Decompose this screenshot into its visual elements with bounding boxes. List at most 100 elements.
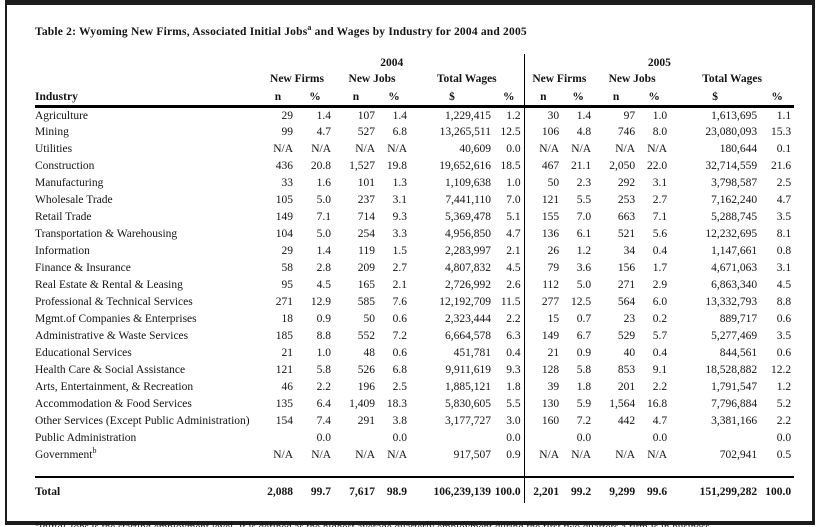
industry-label: Agriculture [35,109,89,122]
cell-2004-jobs-pct: 2.1 [392,279,407,291]
table-row: Other Services (Except Public Administra… [35,412,794,430]
cell-2005-firms-n: 130 [523,395,563,413]
cell-2004-jobs-n: 527 [357,126,375,138]
cell-2005-firms-n: 121 [523,191,563,209]
cell-2005-firms-pct: 4.8 [576,126,592,138]
cell-2004-wages: 1,229,415 [445,109,491,122]
title-text: Table 2: Wyoming New Firms, Associated I… [35,26,308,38]
cell-2005-jobs-pct: 2.2 [652,381,668,393]
cell-2004-firms-n [260,430,296,447]
cell-2004-jobs-n: 50 [363,313,376,325]
industry-label: Mgmt.of Companies & Enterprises [35,313,197,325]
cell-2005-firms-pct: 1.8 [576,381,592,393]
cell-2004-wages-pct: 5.5 [506,398,521,410]
cell-2005-jobs-pct: 7.1 [652,211,668,223]
cell-2004-wages-pct: 1.8 [506,381,521,393]
table-row: Governmentb N/A N/A N/A N/A 917,507 0.9 … [35,446,794,464]
cell-2005-wages-pct: 2.2 [776,415,792,427]
industry-cell: Finance & Insurance [35,260,260,277]
group-header-2004-total-wages: Total Wages [436,73,497,85]
cell-2004-jobs-pct: 7.2 [392,330,407,342]
cell-2005-jobs-pct: 2.7 [652,194,668,206]
cell-2005-jobs-pct: 0.0 [652,432,668,444]
industry-cell: Governmentb [35,447,260,464]
cell-2005-jobs-n: 853 [617,364,636,376]
cell-2004-jobs-n: 1,409 [349,398,375,410]
table-row: Educational Services 21 1.0 48 0.6 451,7… [35,344,794,362]
industry-cell: Retail Trade [35,209,260,226]
cell-2005-firms-n: 160 [523,412,563,430]
industry-cell: Mgmt.of Companies & Enterprises [35,311,260,328]
cell-2005-wages-pct: 0.6 [776,347,792,359]
cell-2005-jobs-n: 201 [617,381,636,393]
cell-2005-firms-pct: 5.9 [576,398,592,410]
spacer-row [35,463,795,477]
cell-2005-wages: 844,561 [719,347,758,359]
cell-2004-firms-pct: 1.6 [316,177,331,189]
group-header-row: New Firms New Jobs Total Wages New Firms… [35,69,794,85]
industry-cell: Educational Services [35,345,260,362]
cell-2004-jobs-n: N/A [355,143,375,155]
cell-2004-jobs-pct: 1.3 [392,177,407,189]
cell-2004-wages-pct: 6.3 [506,330,521,342]
spacer-cell [35,464,524,477]
group-header-2005-total-wages: Total Wages [702,73,762,85]
title-text-suffix: and Wages by Industry for 2004 and 2005 [311,26,527,38]
cell-2004-wages: 5,369,478 [445,211,491,223]
cell-2004-firms-n: 436 [275,160,293,172]
group-header-2004-new-jobs: New Jobs [348,73,396,85]
cell-2004-jobs-pct: 1.4 [392,109,407,122]
cell-2005-wages: 13,332,793 [705,296,758,308]
table-row: Mining 99 4.7 527 6.8 13,265,511 12.5 10… [35,123,794,141]
cell-2005-jobs-pct: 0.4 [652,245,668,257]
cell-2004-firms-n: 104 [275,228,293,240]
cell-2005-wages-pct: 8.8 [776,296,792,308]
cell-2004-wages: 2,323,444 [445,313,491,325]
footnote-a-italic: Initial Jobs [38,520,89,527]
industry-label: Manufacturing [35,177,104,189]
cell-2004-wages-pct: 2.2 [506,313,521,325]
cell-2004-firms-n: 149 [275,211,293,223]
cell-2005-firms-n: 39 [523,378,563,396]
industry-label: Other Services (Except Public Administra… [35,415,250,427]
column-header-2005-firms-n: n [523,85,563,108]
cell-2004-jobs-pct: 2.7 [392,262,407,274]
cell-2005-jobs-pct: 22.0 [646,160,668,172]
cell-2005-jobs-pct: 3.1 [652,177,668,189]
cell-2004-wages-pct: 2.1 [506,245,521,257]
column-header-2005-firms-pct: % [562,85,595,108]
cell-2005-jobs-n: 253 [617,194,636,206]
cell-2004-firms-n: 58 [281,262,294,274]
cell-2004-jobs-pct: 2.5 [392,381,407,393]
column-header-2005-jobs-n: n [594,85,639,108]
year-header-2005: 2005 [523,54,795,69]
industry-label: Retail Trade [35,211,92,223]
cell-2004-firms-pct: 4.5 [316,279,331,291]
cell-2005-jobs-pct: 5.6 [652,228,668,240]
cell-2005-jobs-n: 292 [617,177,636,189]
cell-2004-firms-pct: 5.0 [316,228,331,240]
cell-2005-firms-n: 467 [523,157,563,175]
cell-2005-firms-pct: 2.3 [576,177,592,189]
cell-2005-firms-n: 50 [523,174,563,192]
cell-2005-firms-pct: 5.5 [576,194,592,206]
cell-2005-firms-n: 79 [523,259,563,277]
cell-2004-jobs-pct: 3.8 [392,415,407,427]
table-row: Utilities N/A N/A N/A N/A 40,609 0.0 N/A… [35,140,794,158]
cell-2005-wages: 3,798,587 [711,177,758,189]
cell-2005-firms-pct: 1.2 [576,245,592,257]
cell-2005-wages: 1,613,695 [711,109,758,122]
cell-2004-firms-n: 29 [281,245,294,257]
total-2005-jobs-n: 9,299 [594,475,639,503]
industry-label: Finance & Insurance [35,262,131,274]
cell-2005-wages: 6,863,340 [711,279,758,291]
cell-2004-wages-pct: 11.5 [500,296,521,308]
cell-2005-firms-pct: 6.7 [576,330,592,342]
cell-2004-jobs-n: 101 [357,177,375,189]
cell-2004-firms-n: N/A [273,143,293,155]
industry-cell: Administrative & Waste Services [35,328,260,345]
cell-2004-wages: 12,192,709 [439,296,491,308]
cell-2004-firms-n: 29 [281,109,294,122]
cell-2004-firms-n: N/A [273,449,293,461]
cell-2005-firms-pct: 21.1 [570,160,592,172]
